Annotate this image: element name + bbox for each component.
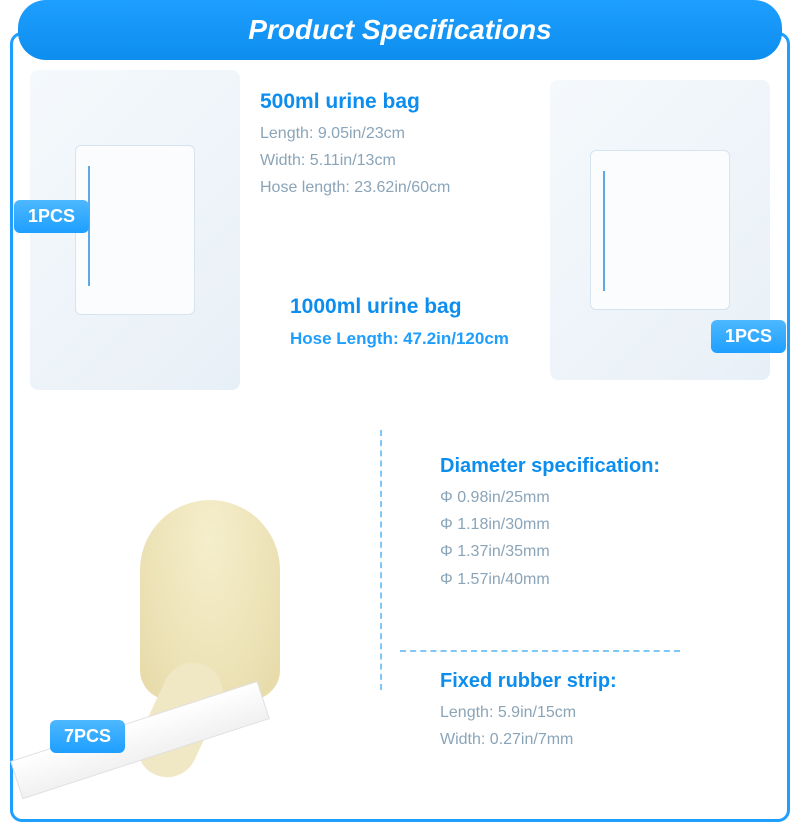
badge-1000ml: 1PCS	[711, 320, 786, 353]
diameter-2: Φ 1.37in/35mm	[440, 538, 660, 565]
spec-1000ml: 1000ml urine bag Hose Length: 47.2in/120…	[290, 295, 509, 354]
badge-500ml: 1PCS	[14, 200, 89, 233]
dashed-line-vertical	[380, 430, 382, 690]
spec-500ml-hose: Hose length: 23.62in/60cm	[260, 174, 450, 201]
strip-width: Width: 0.27in/7mm	[440, 726, 617, 753]
value-1000ml-hose: 47.2in/120cm	[403, 329, 509, 348]
title-strip: Fixed rubber strip:	[440, 670, 617, 693]
spec-500ml-length: Length: 9.05in/23cm	[260, 120, 450, 147]
title-1000ml: 1000ml urine bag	[290, 295, 509, 319]
content-area: 1PCS 500ml urine bag Length: 9.05in/23cm…	[0, 60, 800, 820]
spec-500ml: 500ml urine bag Length: 9.05in/23cm Widt…	[260, 90, 450, 202]
spec-500ml-width: Width: 5.11in/13cm	[260, 147, 450, 174]
badge-catheter: 7PCS	[50, 720, 125, 753]
title-500ml: 500ml urine bag	[260, 90, 450, 114]
spec-strip: Fixed rubber strip: Length: 5.9in/15cm W…	[440, 670, 617, 753]
page-title: Product Specifications	[18, 0, 782, 60]
spec-diameter: Diameter specification: Φ 0.98in/25mm Φ …	[440, 455, 660, 593]
label-1000ml-hose: Hose Length:	[290, 329, 399, 348]
strip-length: Length: 5.9in/15cm	[440, 699, 617, 726]
dashed-line-horizontal	[400, 650, 680, 652]
diameter-0: Φ 0.98in/25mm	[440, 484, 660, 511]
diameter-1: Φ 1.18in/30mm	[440, 511, 660, 538]
diameter-3: Φ 1.57in/40mm	[440, 566, 660, 593]
title-diameter: Diameter specification:	[440, 455, 660, 478]
